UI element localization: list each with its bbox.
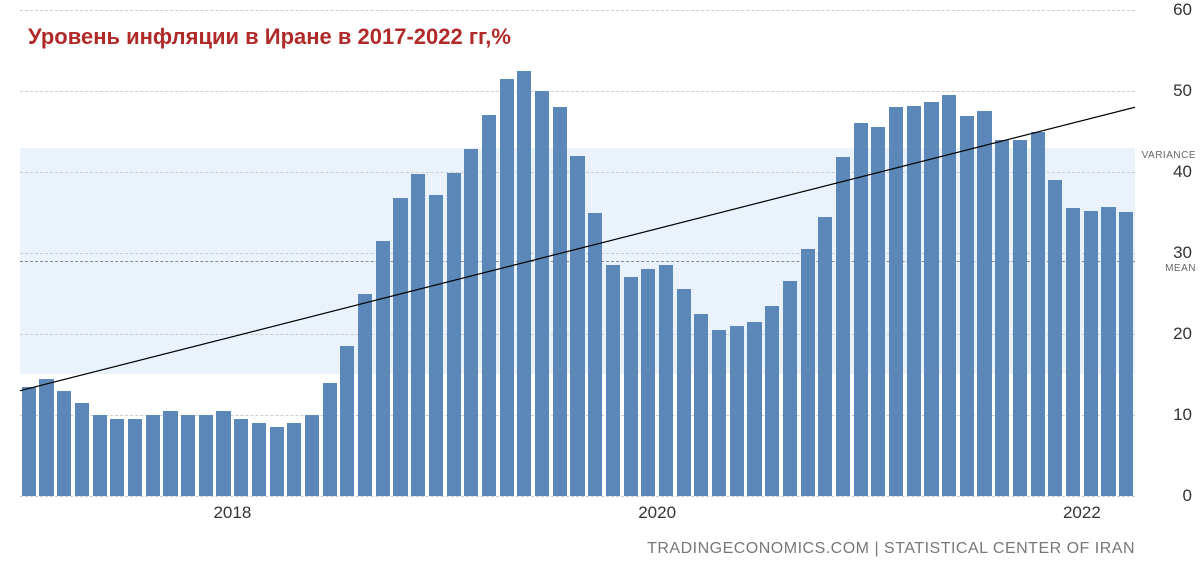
plot-area: [20, 10, 1135, 496]
bar: [854, 123, 868, 496]
bar: [358, 294, 372, 497]
y-tick-label: 20: [1173, 324, 1192, 344]
x-tick-label: 2020: [638, 503, 676, 523]
bar: [128, 419, 142, 496]
bar: [907, 106, 921, 496]
bar: [783, 281, 797, 496]
x-tick-label: 2022: [1063, 503, 1101, 523]
bar: [1013, 140, 1027, 496]
bar: [252, 423, 266, 496]
bar: [110, 419, 124, 496]
bar: [641, 269, 655, 496]
y-tick-label: 40: [1173, 162, 1192, 182]
variance-label: VARIANCE: [1142, 150, 1196, 161]
bar: [1048, 180, 1062, 496]
bar: [482, 115, 496, 496]
bar: [889, 107, 903, 496]
y-tick-label: 0: [1183, 486, 1192, 506]
bar: [393, 198, 407, 496]
y-tick-label: 50: [1173, 81, 1192, 101]
bar: [287, 423, 301, 496]
bar: [995, 140, 1009, 496]
bar: [1066, 208, 1080, 496]
chart-container: Уровень инфляции в Иране в 2017-2022 гг,…: [0, 0, 1200, 566]
bar: [500, 79, 514, 496]
bar: [163, 411, 177, 496]
gridline: [20, 496, 1135, 497]
bar: [22, 387, 36, 496]
bar: [181, 415, 195, 496]
bar: [765, 306, 779, 496]
y-tick-label: 60: [1173, 0, 1192, 20]
bar: [93, 415, 107, 496]
bar: [1101, 207, 1115, 496]
bar: [57, 391, 71, 496]
bar: [659, 265, 673, 496]
bar: [305, 415, 319, 496]
bar: [818, 217, 832, 496]
bar: [1031, 132, 1045, 497]
bar: [535, 91, 549, 496]
bar: [75, 403, 89, 496]
bar: [464, 149, 478, 496]
bar: [977, 111, 991, 496]
bar: [199, 415, 213, 496]
y-axis: 0102030405060VARIANCEMEAN: [1140, 10, 1200, 496]
bar: [216, 411, 230, 496]
bar: [694, 314, 708, 496]
bar: [836, 157, 850, 496]
bar: [146, 415, 160, 496]
bar: [234, 419, 248, 496]
bar: [606, 265, 620, 496]
bar: [588, 213, 602, 497]
bar: [429, 195, 443, 496]
bar: [871, 127, 885, 496]
bar: [624, 277, 638, 496]
bar: [323, 383, 337, 496]
bar: [39, 379, 53, 496]
bar: [270, 427, 284, 496]
bar: [340, 346, 354, 496]
bar: [553, 107, 567, 496]
bar: [960, 116, 974, 496]
bar: [570, 156, 584, 496]
bar: [376, 241, 390, 496]
x-tick-label: 2018: [213, 503, 251, 523]
chart-source-footer: TRADINGECONOMICS.COM | STATISTICAL CENTE…: [647, 540, 1135, 558]
bar: [747, 322, 761, 496]
bar: [1084, 211, 1098, 496]
bar: [801, 249, 815, 496]
mean-label: MEAN: [1165, 263, 1196, 274]
bar: [712, 330, 726, 496]
bar: [517, 71, 531, 496]
bar: [942, 95, 956, 496]
y-tick-label: 10: [1173, 405, 1192, 425]
bar: [924, 102, 938, 496]
bar: [447, 173, 461, 496]
bar: [730, 326, 744, 496]
bar-series: [20, 10, 1135, 496]
y-tick-label: 30: [1173, 243, 1192, 263]
bar: [677, 289, 691, 496]
chart-title: Уровень инфляции в Иране в 2017-2022 гг,…: [28, 24, 511, 50]
bar: [1119, 212, 1133, 496]
x-axis: 2018 2020 2022: [20, 501, 1135, 526]
bar: [411, 174, 425, 496]
